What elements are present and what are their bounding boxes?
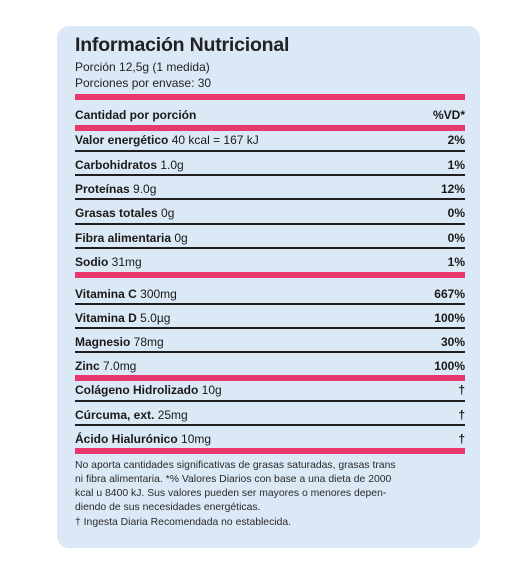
nutrient-amount: 0g (157, 206, 175, 220)
nutrient-amount: 40 kcal = 167 kJ (168, 133, 259, 147)
nutrient-row: Zinc 7.0mg 100% (75, 357, 465, 375)
divider-line (75, 327, 465, 329)
nutrient-row: Carbohidratos 1.0g 1% (75, 156, 465, 174)
divider-bar (75, 375, 465, 381)
divider-line (75, 424, 465, 426)
divider-line (75, 198, 465, 200)
nutrient-row: Grasas totales 0g 0% (75, 204, 465, 222)
nutrient-row: Vitamina D 5.0µg 100% (75, 309, 465, 327)
nutrient-amount: 1.0g (157, 158, 184, 172)
nutrient-dv-percent: 100% (434, 311, 465, 325)
label-title: Información Nutricional (75, 34, 290, 56)
nutrient-amount: 31mg (108, 255, 142, 269)
nutrient-amount: 0g (171, 231, 188, 245)
divider-line (75, 247, 465, 249)
nutrient-name: Vitamina D (75, 311, 137, 325)
nutrient-name: Carbohidratos (75, 158, 158, 172)
nutrient-dv-percent: 30% (440, 335, 465, 349)
nutrient-name: Proteínas (75, 182, 130, 196)
divider-line (75, 223, 465, 225)
nutrient-row: Vitamina C 300mg 667% (75, 285, 465, 303)
divider-line (75, 400, 465, 402)
divider-bar (75, 94, 465, 100)
nutrient-row: Magnesio 78mg 30% (75, 333, 465, 351)
nutrient-dv-percent: 100% (434, 359, 465, 373)
nutrient-amount: 10g (198, 383, 222, 397)
nutrient-amount: 10mg (177, 432, 212, 446)
nutrient-name: Fibra alimentaria (75, 231, 172, 245)
divider-bar (75, 125, 465, 131)
nutrient-name: Valor energético (75, 133, 169, 147)
nutrition-label-panel (57, 26, 480, 548)
nutrient-dv-percent: 2% (447, 133, 465, 147)
nutrient-amount: 25mg (154, 408, 188, 422)
nutrient-row: Cúrcuma, ext. 25mg † (75, 406, 465, 424)
nutrient-dv-percent: † (458, 432, 465, 446)
nutrient-name: Magnesio (75, 335, 131, 349)
nutrient-name: Cúrcuma, ext. (75, 408, 155, 422)
nutrient-row: Proteínas 9.0g 12% (75, 180, 465, 198)
header-dv-label: %VD* (432, 108, 465, 122)
nutrient-dv-percent: 1% (447, 158, 465, 172)
footnote-line: No aporta cantidades significativas de g… (75, 460, 396, 471)
divider-line (75, 150, 465, 152)
nutrient-row: Sodio 31mg 1% (75, 253, 465, 271)
nutrient-name: Grasas totales (75, 206, 158, 220)
nutrient-dv-percent: 0% (447, 206, 465, 220)
nutrient-name: Colágeno Hidrolizado (75, 383, 199, 397)
nutrient-dv-percent: † (458, 383, 465, 397)
footnote-line: † Ingesta Diaria Recomendada no establec… (75, 517, 292, 528)
nutrient-dv-percent: 667% (434, 287, 465, 301)
servings-per-container: Porciones por envase: 30 (75, 76, 212, 90)
nutrient-row: Fibra alimentaria 0g 0% (75, 229, 465, 247)
nutrient-dv-percent: 12% (440, 182, 465, 196)
nutrient-row: Colágeno Hidrolizado 10g † (75, 381, 465, 399)
nutrient-amount: 300mg (136, 287, 177, 301)
nutrient-row: Valor energético 40 kcal = 167 kJ 2% (75, 131, 465, 149)
nutrient-amount: 9.0g (129, 182, 157, 196)
footnote-line: ni fibra alimentaria. *% Valores Diarios… (75, 474, 392, 485)
nutrient-dv-percent: † (458, 408, 465, 422)
divider-line (75, 303, 465, 305)
footnote-line: diendo de sus necesidades energéticas. (75, 502, 261, 513)
nutrient-dv-percent: 0% (447, 231, 465, 245)
nutrient-amount: 78mg (130, 335, 164, 349)
nutrient-amount: 5.0µg (136, 311, 171, 325)
footnote-line: kcal u 8400 kJ. Sus valores pueden ser m… (75, 488, 387, 499)
divider-bar (75, 272, 465, 278)
table-header: Cantidad por porción %VD* (75, 106, 465, 124)
divider-bar (75, 448, 465, 454)
nutrient-amount: 7.0mg (99, 359, 137, 373)
nutrient-row: Ácido Hialurónico 10mg † (75, 430, 465, 448)
nutrient-name: Ácido Hialurónico (75, 432, 178, 446)
divider-line (75, 351, 465, 353)
header-amount-label: Cantidad por porción (75, 108, 197, 122)
nutrient-name: Zinc (75, 359, 100, 373)
nutrient-dv-percent: 1% (447, 255, 465, 269)
nutrient-name: Sodio (75, 255, 109, 269)
divider-line (75, 174, 465, 176)
portion-size: Porción 12,5g (1 medida) (75, 60, 210, 74)
nutrient-name: Vitamina C (75, 287, 137, 301)
